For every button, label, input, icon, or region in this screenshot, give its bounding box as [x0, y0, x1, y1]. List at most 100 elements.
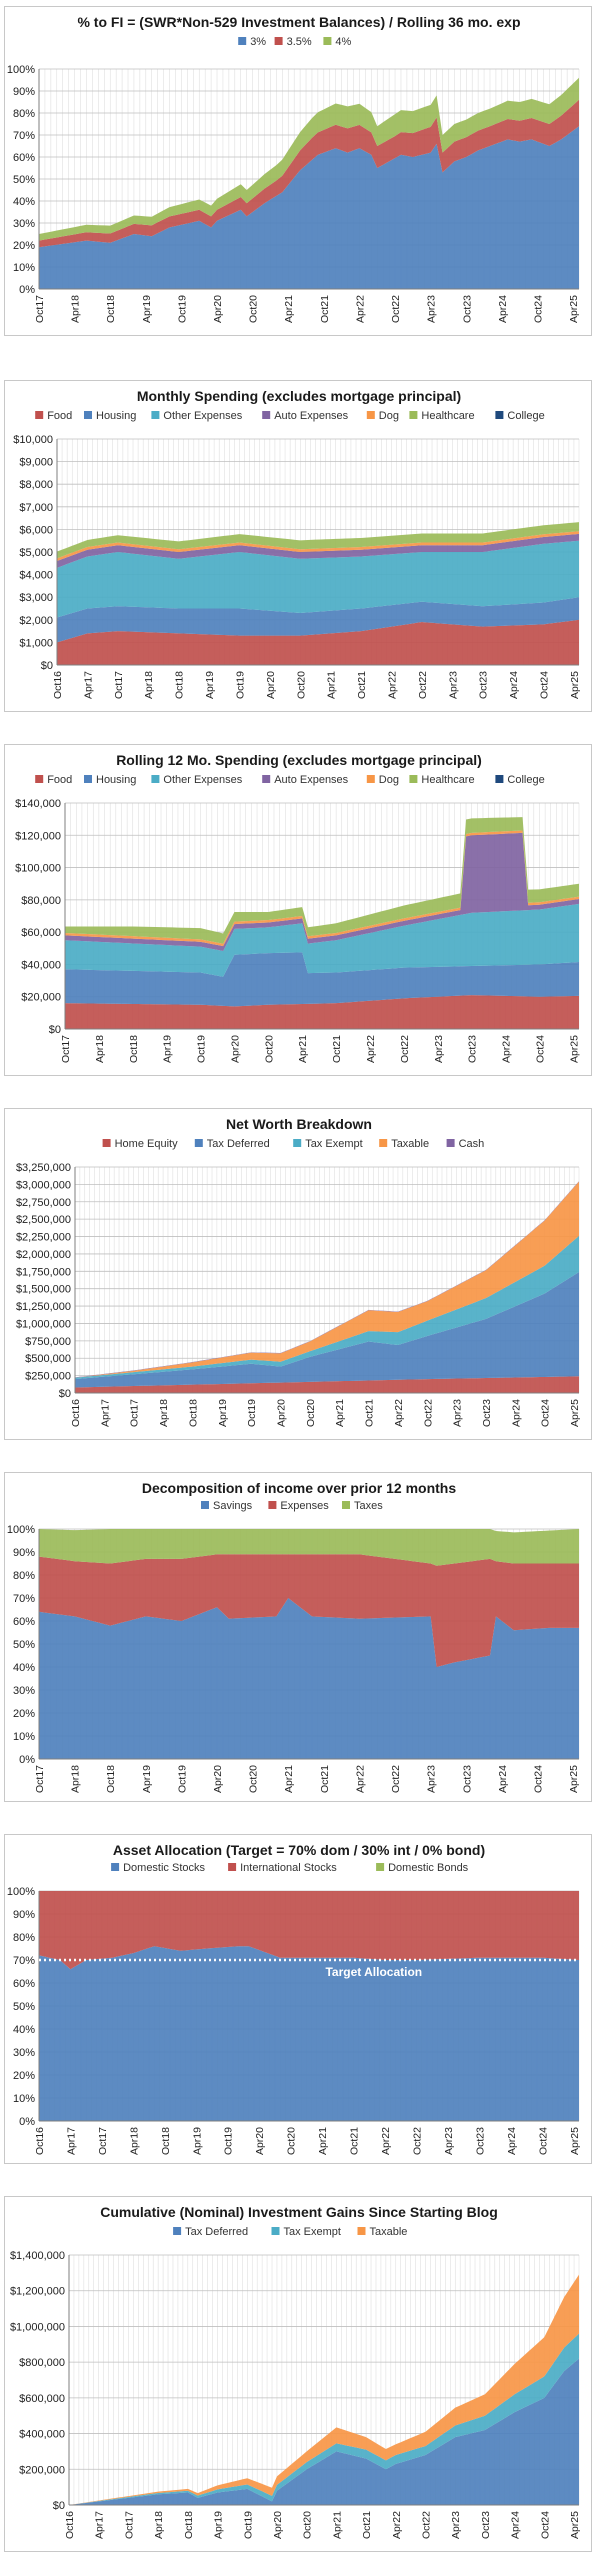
x-tick-label: Apr22	[386, 671, 398, 699]
x-tick-label: Oct17	[113, 671, 125, 699]
rolling-spending-chart-svg: Rolling 12 Mo. Spending (excludes mortga…	[15, 752, 580, 1063]
y-tick-label: $20,000	[21, 992, 61, 1004]
legend-swatch	[84, 775, 92, 783]
legend-swatch	[409, 411, 418, 419]
chart-title: Net Worth Breakdown	[226, 1116, 372, 1132]
x-tick-label: Oct17	[34, 1765, 46, 1793]
x-tick-label: Apr24	[510, 1399, 522, 1427]
y-tick-label: $1,250,000	[16, 1301, 71, 1313]
x-tick-label: Oct16	[52, 671, 64, 699]
x-tick-label: Oct24	[539, 2511, 551, 2539]
series-area-2	[57, 540, 579, 618]
series-area-1	[69, 2333, 579, 2505]
y-tick-label: 70%	[13, 130, 35, 142]
x-tick-label: Apr19	[141, 1765, 153, 1793]
x-tick-label: Apr18	[70, 1765, 82, 1793]
y-tick-label: $8,000	[19, 479, 53, 491]
legend-swatch	[342, 1501, 350, 1509]
y-tick-label: 40%	[13, 1662, 35, 1674]
y-tick-label: 20%	[13, 240, 35, 252]
x-tick-label: Oct18	[128, 1035, 140, 1063]
x-tick-label: Oct22	[417, 671, 429, 699]
legend-label: Housing	[96, 774, 136, 786]
x-tick-label: Oct17	[34, 295, 46, 323]
x-tick-label: Oct24	[540, 1399, 552, 1427]
x-tick-label: Apr18	[143, 671, 155, 699]
legend-label: 3.5%	[287, 36, 312, 48]
x-tick-label: Oct16	[70, 1399, 82, 1427]
y-tick-label: $5,000	[19, 547, 53, 559]
y-tick-label: $40,000	[21, 959, 61, 971]
x-tick-label: Apr19	[204, 671, 216, 699]
x-tick-label: Oct18	[183, 2511, 195, 2539]
x-tick-label: Oct18	[187, 1399, 199, 1427]
x-tick-label: Oct23	[467, 1035, 479, 1063]
x-tick-label: Oct21	[319, 1765, 331, 1793]
income-decomposition-panel: Decomposition of income over prior 12 mo…	[4, 1472, 592, 1802]
y-tick-label: $0	[59, 1388, 71, 1400]
legend-label: 4%	[335, 36, 351, 48]
net-worth-panel: Net Worth Breakdown Home Equity Tax Deferr…	[4, 1108, 592, 1440]
series-area-2	[39, 1529, 579, 1566]
x-tick-label: Oct16	[64, 2511, 76, 2539]
x-tick-label: Oct20	[248, 1765, 260, 1793]
y-tick-label: 40%	[13, 196, 35, 208]
x-tick-label: Oct21	[364, 1399, 376, 1427]
x-tick-label: Apr23	[450, 2511, 462, 2539]
series-area-0	[65, 995, 579, 1029]
y-tick-label: 90%	[13, 86, 35, 98]
y-tick-label: 50%	[13, 2001, 35, 2013]
legend-swatch	[293, 1139, 302, 1147]
x-tick-label: Apr23	[426, 1765, 438, 1793]
x-tick-label: Apr25	[568, 295, 580, 323]
legend-label: Auto Expenses	[274, 410, 348, 422]
investment-gains-panel: Cumulative (Nominal) Investment Gains Si…	[4, 2196, 592, 2552]
x-tick-label: Apr19	[162, 1035, 174, 1063]
x-tick-label: Apr21	[331, 2511, 343, 2539]
y-tick-label: $250,000	[25, 1371, 71, 1383]
y-tick-label: 30%	[13, 2047, 35, 2059]
x-tick-label: Oct22	[399, 1035, 411, 1063]
x-tick-label: Apr17	[99, 1399, 111, 1427]
x-tick-label: Oct18	[160, 2127, 172, 2155]
chart-title: Asset Allocation (Target = 70% dom / 30%…	[113, 1842, 485, 1858]
legend-swatch	[379, 1139, 388, 1147]
legend-swatch	[376, 1863, 385, 1871]
legend-swatch	[323, 37, 332, 45]
y-tick-label: $80,000	[21, 895, 61, 907]
x-tick-label: Oct18	[174, 671, 186, 699]
x-tick-label: Oct23	[461, 1765, 473, 1793]
y-tick-label: 30%	[13, 218, 35, 230]
legend: Domestic Stocks International Stocks Domes…	[111, 1862, 469, 1874]
y-tick-label: 100%	[7, 1524, 35, 1536]
series-area-1	[75, 1272, 579, 1388]
x-tick-label: Oct20	[305, 1399, 317, 1427]
legend-swatch	[111, 1863, 120, 1871]
x-tick-label: Apr20	[276, 1399, 288, 1427]
x-tick-label: Oct23	[481, 1399, 493, 1427]
y-tick-label: $120,000	[15, 830, 61, 842]
x-tick-label: Apr19	[141, 295, 153, 323]
legend-swatch	[366, 775, 375, 783]
y-tick-label: 50%	[13, 1639, 35, 1651]
y-tick-label: 30%	[13, 1685, 35, 1697]
series-area-0	[39, 1946, 579, 2121]
y-tick-label: 0%	[19, 1754, 35, 1766]
x-tick-label: Oct21	[319, 295, 331, 323]
x-tick-label: Apr17	[65, 2127, 77, 2155]
x-tick-label: Oct24	[532, 295, 544, 323]
y-tick-label: 90%	[13, 1909, 35, 1921]
x-tick-label: Apr20	[212, 295, 224, 323]
y-tick-label: 10%	[13, 262, 35, 274]
legend: Food Housing Other Expenses Auto Expenses Do…	[35, 774, 545, 786]
y-tick-label: 60%	[13, 1616, 35, 1628]
series-area-2	[75, 1235, 579, 1380]
x-tick-label: Apr19	[213, 2511, 225, 2539]
x-tick-label: Oct22	[421, 2511, 433, 2539]
x-tick-label: Oct23	[480, 2511, 492, 2539]
x-tick-label: Apr22	[354, 1765, 366, 1793]
x-tick-label: Apr24	[510, 2511, 522, 2539]
legend-label: Tax Exempt	[284, 2226, 341, 2238]
x-tick-label: Apr22	[354, 295, 366, 323]
y-tick-label: $0	[41, 660, 53, 672]
